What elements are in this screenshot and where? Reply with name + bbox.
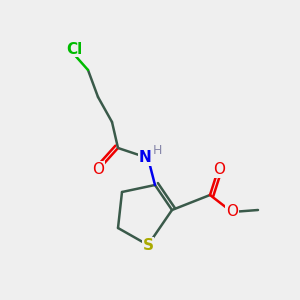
Text: N: N — [139, 151, 152, 166]
Text: O: O — [226, 205, 238, 220]
Text: S: S — [142, 238, 154, 253]
Text: O: O — [92, 161, 104, 176]
Text: H: H — [152, 145, 162, 158]
Text: O: O — [213, 163, 225, 178]
Text: Cl: Cl — [66, 41, 82, 56]
